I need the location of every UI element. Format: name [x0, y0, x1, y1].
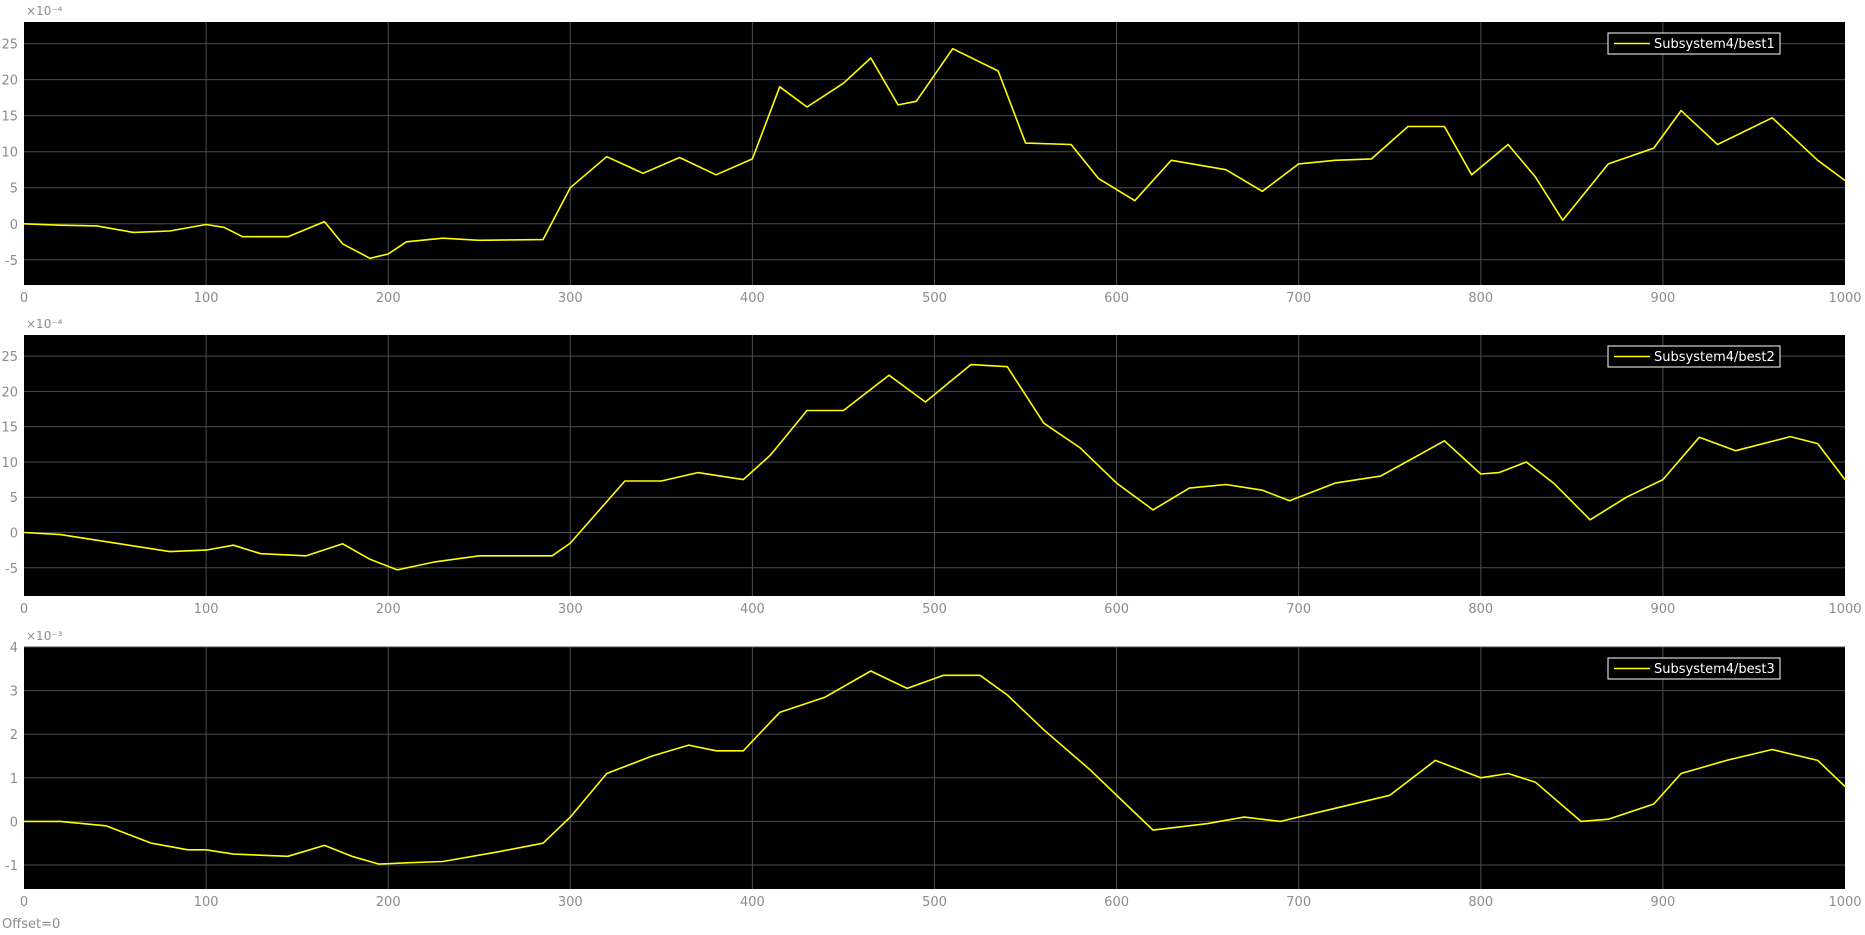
series-line-subsystem4-best1	[23, 47, 1846, 260]
x-tick-label: 700	[1286, 602, 1311, 617]
x-tick-label: 400	[740, 602, 765, 617]
scope-panel-3: ×10⁻³ 0 100 200 300 400 500 600 700 800 900 1000 -1 0…	[5, 629, 1862, 910]
y-tick-label: 10	[1, 456, 18, 471]
x-tick-label: 1000	[1828, 895, 1861, 910]
x-tick-label: 200	[376, 895, 401, 910]
legend: Subsystem4/best2	[1607, 345, 1781, 368]
legend-entry: Subsystem4/best3	[1654, 662, 1775, 677]
x-tick-label: 600	[1104, 291, 1129, 306]
x-tick-label: 900	[1650, 602, 1675, 617]
x-tick-label: 1000	[1828, 602, 1861, 617]
series-line-subsystem4-best2	[23, 363, 1846, 571]
y-tick-label: 20	[1, 385, 18, 400]
x-tick-label: 300	[558, 895, 583, 910]
x-tick-label: 300	[558, 291, 583, 306]
y-tick-label: 10	[1, 146, 18, 161]
x-tick-label: 500	[922, 291, 947, 306]
scope-panel-2: ×10⁻⁴ 0 100 200 300 400 500 600 700 800 900 1000 -5 0…	[1, 317, 1861, 617]
x-tick-label: 600	[1104, 602, 1129, 617]
y-tick-label: 2	[10, 728, 18, 743]
y-tick-label: 0	[10, 815, 18, 830]
x-tick-label: 600	[1104, 895, 1129, 910]
legend-entry: Subsystem4/best1	[1654, 37, 1775, 52]
x-tick-label: 800	[1468, 291, 1493, 306]
exponent-label: ×10⁻³	[26, 629, 63, 643]
scope-panel-1: ×10⁻⁴ 0 100 200 300 400 500 600 700 800 900 1000 -5 0…	[1, 4, 1861, 306]
x-tick-label: 0	[20, 291, 28, 306]
exponent-label: ×10⁻⁴	[26, 317, 63, 331]
y-tick-label: 4	[10, 641, 18, 656]
y-tick-label: 20	[1, 74, 18, 89]
y-tick-label: 0	[10, 527, 18, 542]
y-tick-label: 25	[1, 38, 18, 53]
x-tick-label: 700	[1286, 291, 1311, 306]
x-tick-label: 400	[740, 895, 765, 910]
y-tick-label: 1	[10, 772, 18, 787]
y-tick-label: 25	[1, 350, 18, 365]
x-tick-label: 800	[1468, 895, 1493, 910]
y-tick-label: 15	[1, 110, 18, 125]
x-tick-label: 900	[1650, 291, 1675, 306]
x-tick-label: 400	[740, 291, 765, 306]
y-tick-label: 15	[1, 421, 18, 436]
x-tick-label: 200	[376, 602, 401, 617]
legend: Subsystem4/best1	[1607, 32, 1781, 55]
exponent-label: ×10⁻⁴	[26, 4, 63, 18]
x-tick-label: 900	[1650, 895, 1675, 910]
x-tick-label: 100	[194, 602, 219, 617]
x-tick-label: 100	[194, 291, 219, 306]
y-tick-label: 5	[10, 491, 18, 506]
y-tick-label: 0	[10, 218, 18, 233]
y-tick-label: 3	[10, 685, 18, 700]
legend-box	[1607, 657, 1781, 680]
legend-box	[1607, 32, 1781, 55]
x-tick-label: 300	[558, 602, 583, 617]
x-tick-label: 100	[194, 895, 219, 910]
legend-box	[1607, 345, 1781, 368]
x-tick-label: 700	[1286, 895, 1311, 910]
x-tick-label: 0	[20, 602, 28, 617]
legend: Subsystem4/best3	[1607, 657, 1781, 680]
x-tick-label: 0	[20, 895, 28, 910]
x-tick-label: 800	[1468, 602, 1493, 617]
y-tick-label: 5	[10, 182, 18, 197]
offset-label: Offset=0	[2, 917, 61, 932]
legend-entry: Subsystem4/best2	[1654, 350, 1775, 365]
y-tick-label: -1	[5, 859, 18, 874]
x-tick-label: 500	[922, 602, 947, 617]
x-tick-label: 500	[922, 895, 947, 910]
y-tick-label: -5	[5, 254, 18, 269]
y-tick-label: -5	[5, 562, 18, 577]
series-line-subsystem4-best3	[24, 670, 1846, 865]
x-tick-label: 200	[376, 291, 401, 306]
x-tick-label: 1000	[1828, 291, 1861, 306]
